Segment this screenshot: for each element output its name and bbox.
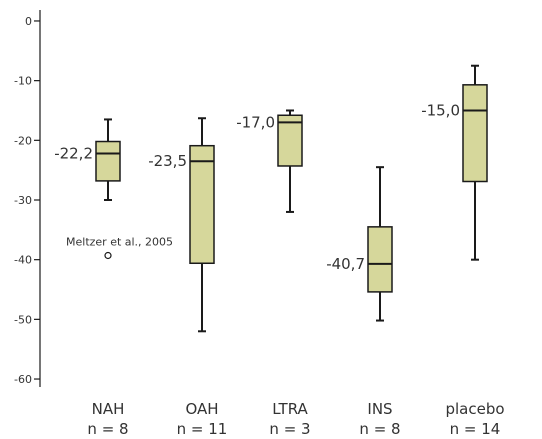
median-label: -23,5 (148, 152, 187, 170)
y-tick-label: -40 (14, 254, 32, 267)
y-tick-label: -60 (14, 373, 32, 386)
category-name-label: placebo (445, 400, 504, 418)
outlier-label: Meltzer et al., 2005 (66, 236, 173, 249)
median-label: -22,2 (54, 144, 93, 162)
category-n-label: n = 8 (359, 420, 400, 438)
outlier-point (104, 251, 112, 260)
category-n-label: n = 8 (87, 420, 128, 438)
box-group-ins: -40,7 (326, 166, 393, 322)
y-tick-label: -30 (14, 194, 32, 207)
box-group-placebo: -15,0 (421, 64, 488, 261)
median-label: -15,0 (421, 101, 460, 119)
y-tick-label: -10 (14, 75, 32, 88)
median-label: -40,7 (326, 255, 365, 273)
category-name-label: INS (367, 400, 392, 418)
box-group-nah: -22,2 Meltzer et al., 2005 (54, 118, 173, 260)
category-labels: NAH n = 8 OAH n = 11 LTRA n = 3 INS n = 8 placeb… (87, 400, 504, 438)
iqr-box (189, 144, 215, 265)
plot-area: -22,2 Meltzer et al., 2005 -23,5 -17,0 -40,7… (54, 64, 488, 333)
iqr-box (462, 84, 488, 183)
category-name-label: LTRA (272, 400, 308, 418)
category-name-label: NAH (92, 400, 125, 418)
y-axis: 0 -10 -20 -30 -40 -50 -60 (14, 10, 41, 387)
iqr-box (95, 140, 121, 182)
iqr-box (367, 226, 393, 293)
category-n-label: n = 14 (450, 420, 501, 438)
y-tick-label: -20 (14, 134, 32, 147)
category-name-label: OAH (185, 400, 218, 418)
category-n-label: n = 3 (269, 420, 310, 438)
box-group-oah: -23,5 (148, 117, 215, 333)
y-tick-label: 0 (25, 15, 32, 28)
median-label: -17,0 (236, 113, 275, 131)
category-n-label: n = 11 (177, 420, 228, 438)
y-tick-label: -50 (14, 313, 32, 326)
iqr-box (277, 114, 303, 167)
box-group-ltra: -17,0 (236, 109, 303, 213)
